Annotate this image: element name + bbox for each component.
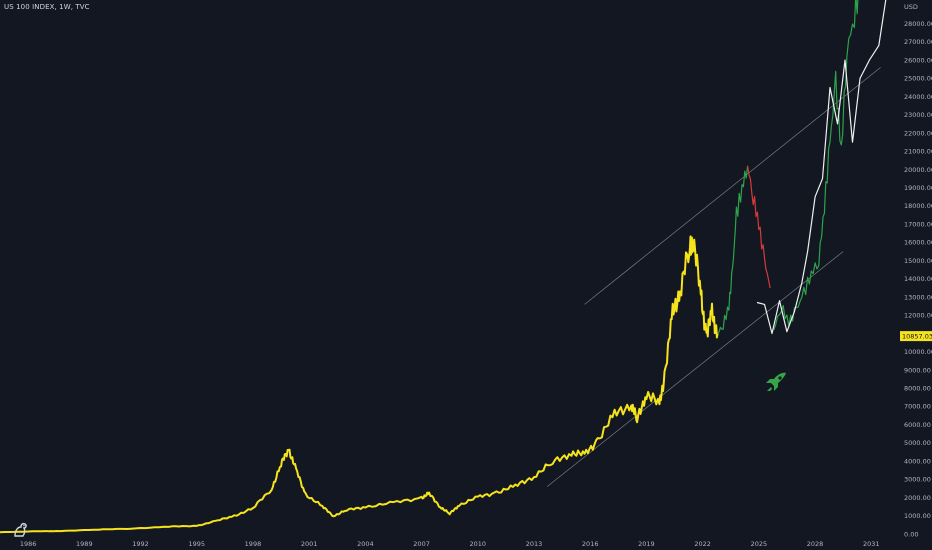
price-tick-label: 0.00: [904, 530, 918, 538]
time-tick-label: 2028: [807, 540, 824, 548]
history-line: [0, 235, 719, 534]
time-tick-label: 2001: [301, 540, 318, 548]
time-tick-label: 2025: [751, 540, 768, 548]
last-price-value: 10857.03: [902, 332, 932, 340]
price-tick-label: 15000.00: [904, 257, 932, 265]
price-tick-label: 7000.00: [904, 403, 931, 411]
time-tick-label: 2016: [582, 540, 599, 548]
price-tick-label: 13000.00: [904, 293, 932, 301]
price-tick-label: 6000.00: [904, 421, 931, 429]
price-tick-label: 20000.00: [904, 166, 932, 174]
time-tick-label: 1992: [132, 540, 149, 548]
price-tick-label: 17000.00: [904, 220, 932, 228]
price-tick-label: 14000.00: [904, 275, 932, 283]
time-tick-label: 2010: [470, 540, 487, 548]
time-tick-label: 1995: [188, 540, 205, 548]
price-tick-label: 3000.00: [904, 476, 931, 484]
rocket-icon: [766, 372, 786, 391]
time-axis[interactable]: 1986 1989 1992 1995 1998 2001 2004 2007 2010 2013…: [20, 540, 880, 548]
currency-label: USD: [904, 3, 918, 11]
price-tick-label: 8000.00: [904, 384, 931, 392]
price-tick-label: 23000.00: [904, 111, 932, 119]
time-tick-label: 1998: [245, 540, 262, 548]
series-layer: [0, 0, 887, 534]
channel-upper-line: [584, 67, 881, 305]
price-tick-label: 22000.00: [904, 129, 932, 137]
price-axis[interactable]: 0.00 1000.00 2000.00 3000.00 4000.00 5000.00 6…: [904, 20, 932, 538]
chart-title: US 100 INDEX, 1W, TVC: [4, 3, 90, 11]
price-tick-label: 1000.00: [904, 512, 931, 520]
price-tick-label: 26000.00: [904, 56, 932, 64]
price-tick-label: 25000.00: [904, 75, 932, 83]
price-tick-label: 21000.00: [904, 148, 932, 156]
time-tick-label: 1986: [20, 540, 37, 548]
price-tick-label: 28000.00: [904, 20, 932, 28]
time-tick-label: 2004: [357, 540, 374, 548]
channel-lower-line: [546, 251, 844, 487]
price-tick-label: 5000.00: [904, 439, 931, 447]
time-tick-label: 2031: [863, 540, 880, 548]
price-tick-label: 10000.00: [904, 348, 932, 356]
price-tick-label: 18000.00: [904, 202, 932, 210]
price-tick-label: 24000.00: [904, 93, 932, 101]
time-tick-label: 2022: [694, 540, 711, 548]
time-tick-label: 2007: [413, 540, 430, 548]
tradingview-logo-icon[interactable]: [12, 520, 32, 540]
time-tick-label: 2013: [526, 540, 543, 548]
price-tick-label: 12000.00: [904, 312, 932, 320]
projection-down-line: [747, 165, 771, 289]
price-tick-label: 2000.00: [904, 494, 931, 502]
projection-up-line: [717, 165, 749, 334]
price-tick-label: 16000.00: [904, 239, 932, 247]
last-price-tag: 10857.03: [900, 331, 932, 342]
trend-channel: [546, 67, 881, 487]
price-tick-label: 27000.00: [904, 38, 932, 46]
price-tick-label: 4000.00: [904, 457, 931, 465]
projection-up-line: [773, 0, 859, 331]
alt-path-line: [756, 0, 887, 335]
time-tick-label: 2019: [638, 540, 655, 548]
price-tick-label: 19000.00: [904, 184, 932, 192]
price-tick-label: 9000.00: [904, 366, 931, 374]
time-tick-label: 1989: [76, 540, 93, 548]
